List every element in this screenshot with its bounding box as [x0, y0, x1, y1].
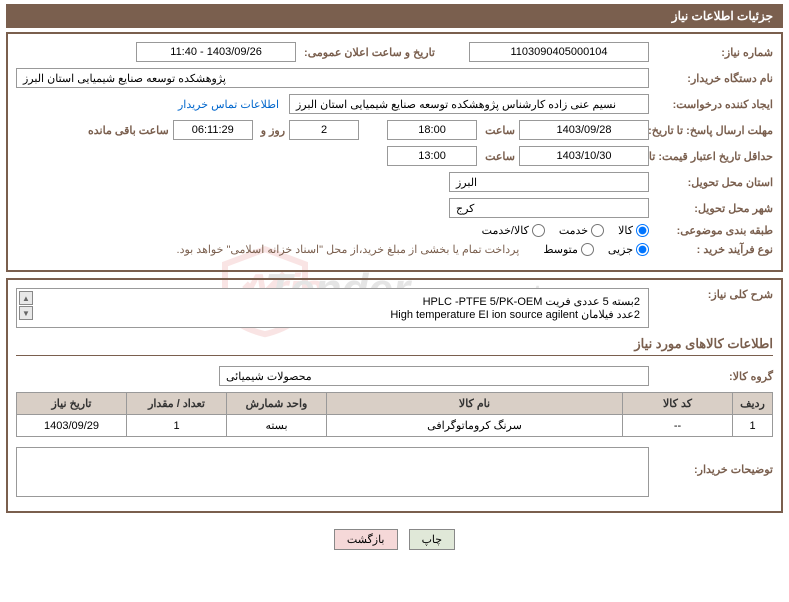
label-classification: طبقه بندی موضوعی: — [653, 224, 773, 237]
desc-line1: 2بسته 5 عددی فریت HPLC -PTFE 5/PK-OEM — [25, 295, 640, 308]
td-unit: بسته — [227, 415, 327, 437]
td-row: 1 — [733, 415, 773, 437]
value-price-time: 13:00 — [387, 146, 477, 166]
label-city: شهر محل تحویل: — [653, 202, 773, 215]
payment-note: پرداخت تمام یا بخشی از مبلغ خرید،از محل … — [177, 243, 520, 256]
th-code: کد کالا — [623, 393, 733, 415]
th-unit: واحد شمارش — [227, 393, 327, 415]
label-announce-dt: تاریخ و ساعت اعلان عمومی: — [300, 46, 435, 59]
label-product-group: گروه کالا: — [653, 370, 773, 383]
label-time2: ساعت — [481, 150, 515, 163]
radio-goods[interactable]: کالا — [618, 224, 649, 237]
radio-goods-service[interactable]: کالا/خدمت — [482, 224, 545, 237]
value-reply-date: 1403/09/28 — [519, 120, 649, 140]
value-reply-time: 18:00 — [387, 120, 477, 140]
classification-group: کالا خدمت کالا/خدمت — [482, 224, 649, 237]
value-buyer-org: پژوهشکده توسعه صنایع شیمیایی استان البرز — [16, 68, 649, 88]
th-name: نام کالا — [327, 393, 623, 415]
main-panel: شماره نیاز: 1103090405000104 تاریخ و ساع… — [6, 32, 783, 272]
value-city: کرج — [449, 198, 649, 218]
value-announce-dt: 1403/09/26 - 11:40 — [136, 42, 296, 62]
label-day-word: روز و — [257, 124, 285, 137]
back-button[interactable]: بازگشت — [334, 529, 398, 550]
radio-medium[interactable]: متوسط — [543, 243, 594, 256]
table-header-row: ردیف کد کالا نام کالا واحد شمارش تعداد /… — [17, 393, 773, 415]
value-need-no: 1103090405000104 — [469, 42, 649, 62]
th-row: ردیف — [733, 393, 773, 415]
th-qty: تعداد / مقدار — [127, 393, 227, 415]
table-row: 1 -- سرنگ کروماتوگرافی بسته 1 1403/09/29 — [17, 415, 773, 437]
value-requester: نسیم عنی زاده کارشناس پژوهشکده توسعه صنا… — [289, 94, 649, 114]
label-buyer-org: نام دستگاه خریدار: — [653, 72, 773, 85]
title-bar: جزئیات اطلاعات نیاز — [6, 4, 783, 28]
value-price-date: 1403/10/30 — [519, 146, 649, 166]
footer-buttons: چاپ بازگشت — [6, 519, 783, 560]
label-reply-deadline: مهلت ارسال پاسخ: تا تاریخ: — [653, 124, 773, 137]
scroll-down-icon[interactable]: ▼ — [19, 306, 33, 320]
label-need-no: شماره نیاز: — [653, 46, 773, 59]
label-price-validity: حداقل تاریخ اعتبار قیمت: تا تاریخ: — [653, 150, 773, 163]
td-code: -- — [623, 415, 733, 437]
label-process-type: نوع فرآیند خرید : — [653, 243, 773, 256]
label-province: استان محل تحویل: — [653, 176, 773, 189]
items-section-title: اطلاعات کالاهای مورد نیاز — [16, 336, 773, 356]
print-button[interactable]: چاپ — [409, 529, 456, 550]
value-product-group: محصولات شیمیائی — [219, 366, 649, 386]
label-time1: ساعت — [481, 124, 515, 137]
desc-panel: شرح کلی نیاز: ▲ ▼ 2بسته 5 عددی فریت HPLC… — [6, 278, 783, 513]
process-group: جزیی متوسط — [543, 243, 649, 256]
radio-partial[interactable]: جزیی — [608, 243, 649, 256]
td-name: سرنگ کروماتوگرافی — [327, 415, 623, 437]
buyer-notes-box — [16, 447, 649, 497]
radio-service[interactable]: خدمت — [559, 224, 604, 237]
value-days-left: 2 — [289, 120, 359, 140]
label-buyer-notes: توضیحات خریدار: — [653, 447, 773, 476]
scroll-up-icon[interactable]: ▲ — [19, 291, 33, 305]
td-date: 1403/09/29 — [17, 415, 127, 437]
label-need-desc: شرح کلی نیاز: — [653, 288, 773, 301]
value-hours-left: 06:11:29 — [173, 120, 253, 140]
value-province: البرز — [449, 172, 649, 192]
label-remain: ساعت باقی مانده — [84, 124, 169, 137]
desc-line2: 2عدد فیلامان High temperature EI ion sou… — [25, 308, 640, 321]
label-requester: ایجاد کننده درخواست: — [653, 98, 773, 111]
th-date: تاریخ نیاز — [17, 393, 127, 415]
need-desc-box: ▲ ▼ 2بسته 5 عددی فریت HPLC -PTFE 5/PK-OE… — [16, 288, 649, 328]
items-table: ردیف کد کالا نام کالا واحد شمارش تعداد /… — [16, 392, 773, 437]
td-qty: 1 — [127, 415, 227, 437]
buyer-contact-link[interactable]: اطلاعات تماس خریدار — [178, 98, 279, 111]
